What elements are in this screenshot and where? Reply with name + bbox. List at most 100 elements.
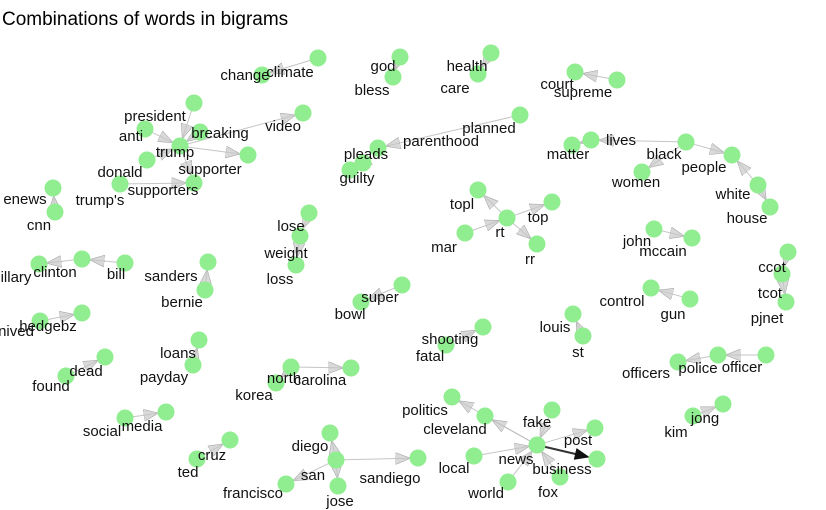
node-pleads [354,154,372,172]
node-label-bernie: bernie [161,294,203,311]
node-label-supporters: supporters [128,182,199,199]
node-carolina [342,359,360,377]
node-label-hedgebz: hedgebz [19,318,77,335]
node-shooting [474,318,492,336]
node-rt [498,209,516,227]
node-label-enews: enews [3,191,46,208]
node-people [723,146,741,164]
node-social [116,409,134,427]
node-label-bowl: bowl [335,306,366,323]
node-gun [681,290,699,308]
node-label-illary: illary [1,269,32,286]
node-label-sanders: sanders [144,268,197,285]
node-label-rr: rr [525,251,535,268]
node-label-pjnet: pjnet [751,310,784,327]
node-label-parenthood: parenthood [403,133,479,150]
node-label-fox: fox [538,484,559,501]
node-breaking [191,123,209,141]
node-business [588,450,606,468]
node-label-jong: jong [690,410,719,427]
node-label-mar: mar [431,239,457,256]
node-label-cleveland: cleveland [423,421,486,438]
node-media [157,403,175,421]
node-label-president: president [124,108,187,125]
node-hedgebz [73,304,91,322]
node-bill [116,254,134,272]
edge-mar-rt [468,221,498,233]
node-found [57,367,75,385]
node-bowl [352,293,370,311]
node-health [482,44,500,62]
node-label-clinton: clinton [33,264,76,281]
node-label-jose: jose [325,493,354,510]
node-label-trump: trump [156,144,194,161]
node-god [391,48,409,66]
node-supporter [239,146,257,164]
node-label-diego: diego [292,438,329,455]
node-label-women: women [611,174,660,191]
node-sanders [199,253,217,271]
node-label-sandiego: sandiego [360,470,421,487]
node-st [574,327,592,345]
edge-super-bowl [370,285,400,298]
node-label-francisco: francisco [223,485,283,502]
node-label-cruz: cruz [198,447,226,464]
node-label-louis: louis [540,319,571,336]
edge-black-women [650,143,684,167]
node-label-breaking: breaking [191,125,249,142]
node-label-court: court [540,76,574,93]
node-label-st: st [572,344,585,361]
node-loss [287,256,305,274]
node-label-god: god [370,58,395,75]
node-label-lives: lives [606,132,636,149]
node-ccot [779,243,797,261]
node-post [586,419,604,437]
node-label-supporter: supporter [178,161,241,178]
node-label-san: san [301,467,325,484]
node-diego [321,424,339,442]
node-jong [714,395,732,413]
node-label-weight: weight [263,245,308,262]
node-guilty [341,161,359,179]
node-label-loss: loss [267,271,294,288]
node-parenthood [369,139,387,157]
node-label-donald: donald [97,164,142,181]
node-news [528,436,546,454]
edge-world-news [509,452,531,480]
node-label-topl: topl [450,196,474,213]
node-white [749,176,767,194]
node-world [499,473,517,491]
edge-president-trump [183,106,194,137]
node-ted [188,450,206,468]
node-label-social: social [83,423,121,440]
node-louis [564,305,582,323]
node-officers [669,353,687,371]
node-label-local: local [439,460,470,477]
node-tcot [773,265,791,283]
node-super [393,276,411,294]
node-label-business: business [532,461,591,478]
node-bernie [196,281,214,299]
edge-planned-parenthood [387,115,517,146]
node-label-bill: bill [107,266,125,283]
node-police [709,346,727,364]
edge-trump-supporter [183,145,238,153]
node-label-news: news [498,451,533,468]
node-label-rt: rt [495,224,505,241]
edge-news-post [540,431,586,445]
chart-title: Combinations of words in bigrams [2,9,288,30]
node-anti [136,120,154,138]
node-black [677,133,695,151]
node-court [566,63,584,81]
node-label-found: found [32,378,70,395]
node-label-north: north [267,370,301,387]
node-cleveland [476,407,494,425]
edge-san-sandiego [339,458,408,460]
node-mar [456,224,474,242]
node-house [761,198,779,216]
node-president [185,94,203,112]
node-label-ted: ted [178,464,199,481]
edge-trump's-supporters [123,183,184,184]
